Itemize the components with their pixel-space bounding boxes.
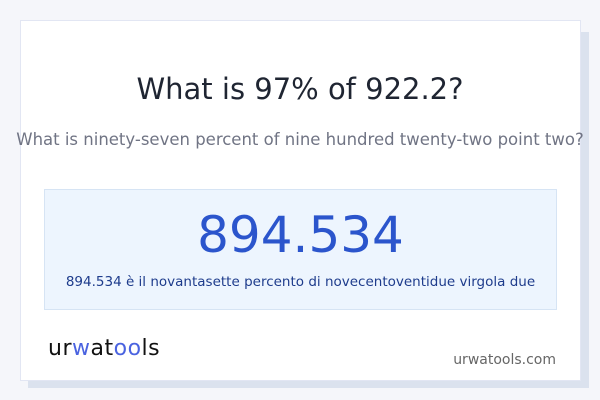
logo-part: w — [72, 336, 91, 361]
logo-part: at — [90, 336, 114, 361]
logo-part: ls — [141, 336, 161, 361]
answer-box: 894.534 894.534 è il novantasette percen… — [44, 189, 557, 310]
page-title: What is 97% of 922.2? — [136, 72, 464, 106]
site-url: urwatools.com — [453, 352, 556, 368]
logo-part: ur — [48, 336, 72, 361]
answer-in-words: 894.534 è il novantasette percento di no… — [65, 274, 536, 290]
urwatools-logo: urwatools — [48, 336, 160, 361]
logo-part: oo — [113, 336, 142, 361]
question-in-words: What is ninety-seven percent of nine hun… — [16, 130, 584, 149]
answer-value: 894.534 — [197, 206, 404, 264]
